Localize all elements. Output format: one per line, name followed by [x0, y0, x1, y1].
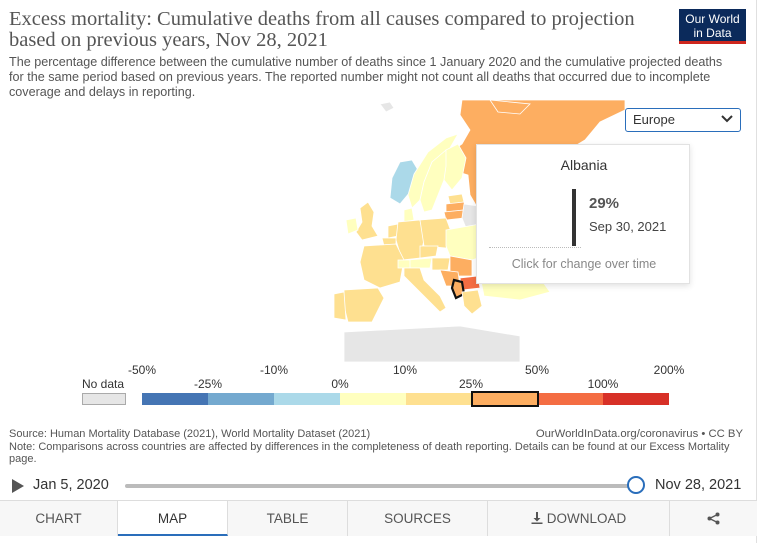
- owid-logo[interactable]: Our World in Data: [679, 9, 746, 44]
- country-spain[interactable]: [343, 287, 385, 323]
- legend-swatch[interactable]: [207, 393, 274, 405]
- chevron-down-icon: [721, 115, 733, 123]
- source-link[interactable]: OurWorldInData.org/coronavirus • CC BY: [535, 428, 743, 440]
- legend-label-bottom: 100%: [587, 377, 619, 391]
- legend-swatch[interactable]: [603, 393, 670, 405]
- legend-swatch[interactable]: [471, 393, 538, 405]
- source-note: Source: Human Mortality Database (2021),…: [9, 428, 744, 466]
- country-greece[interactable]: [461, 289, 483, 315]
- tooltip-country: Albania: [560, 157, 608, 173]
- tab-sources[interactable]: SOURCES: [348, 501, 488, 536]
- tab-download[interactable]: DOWNLOAD: [488, 501, 670, 536]
- legend-label-bottom: 25%: [458, 377, 484, 391]
- country-ireland[interactable]: [345, 217, 359, 235]
- timeline-start-date: Jan 5, 2020: [33, 477, 109, 493]
- note-line: Note: Comparisons across countries are a…: [9, 440, 730, 466]
- country-united-kingdom[interactable]: [355, 201, 379, 241]
- legend-swatch[interactable]: [339, 393, 406, 405]
- download-icon: [531, 512, 543, 524]
- region-north-africa: [343, 325, 521, 362]
- tab-map[interactable]: MAP: [118, 501, 228, 536]
- country-czechia[interactable]: [419, 245, 439, 259]
- tooltip-value: 29%: [589, 195, 620, 212]
- legend-swatch[interactable]: [142, 393, 208, 405]
- map-tooltip: Albania 29% Sep 30, 2021 Click for chang…: [476, 144, 690, 284]
- tooltip-separator: [489, 247, 581, 248]
- legend-label-top: 10%: [392, 363, 418, 377]
- country-albania[interactable]: [450, 278, 466, 300]
- country-denmark[interactable]: [403, 207, 415, 223]
- timeline-end-date: Nov 28, 2021: [655, 477, 742, 493]
- country-finland[interactable]: [443, 143, 467, 191]
- legend-label-top: 200%: [653, 363, 685, 377]
- country-romania[interactable]: [449, 255, 473, 277]
- legend-label-bottom: -25%: [193, 377, 223, 391]
- country-russia-north[interactable]: [489, 100, 531, 115]
- tab-download-label: DOWNLOAD: [546, 511, 627, 526]
- tooltip-hint: Click for change over time: [511, 257, 657, 271]
- chart-subtitle: The percentage difference between the cu…: [9, 55, 723, 99]
- share-button[interactable]: [670, 501, 757, 536]
- country-italy[interactable]: [403, 267, 447, 313]
- country-switzerland[interactable]: [397, 259, 411, 269]
- source-line: Source: Human Mortality Database (2021),…: [9, 428, 371, 440]
- tooltip-date: Sep 30, 2021: [589, 219, 667, 234]
- tab-table[interactable]: TABLE: [228, 501, 348, 536]
- logo-line-1: Our World: [685, 12, 740, 26]
- legend-label-top: 50%: [524, 363, 550, 377]
- region-select-value: Europe: [633, 112, 675, 127]
- chart-frame: Excess mortality: Cumulative deaths from…: [0, 0, 757, 543]
- logo-line-2: in Data: [693, 26, 732, 40]
- timeline-track[interactable]: [125, 484, 635, 488]
- legend-label-top: -10%: [259, 363, 289, 377]
- country-iceland[interactable]: [379, 101, 395, 113]
- legend-highlight: [471, 391, 539, 407]
- share-icon: [707, 512, 720, 525]
- legend-swatch[interactable]: [405, 393, 472, 405]
- legend-no-data-label: No data: [82, 377, 125, 391]
- country-lithuania[interactable]: [443, 209, 465, 221]
- color-legend: No data -50% -10% 10% 50% 200% -25% 0% 2…: [0, 360, 757, 410]
- chart-title: Excess mortality: Cumulative deaths from…: [9, 8, 635, 51]
- play-icon[interactable]: [11, 478, 25, 494]
- country-hungary[interactable]: [431, 257, 451, 271]
- timeline-handle[interactable]: [627, 476, 645, 494]
- tab-chart[interactable]: CHART: [0, 501, 118, 536]
- timeline: Jan 5, 2020 Nov 28, 2021: [0, 473, 757, 499]
- legend-swatch[interactable]: [273, 393, 340, 405]
- legend-no-data-swatch[interactable]: [82, 393, 126, 405]
- country-portugal[interactable]: [333, 291, 347, 321]
- tooltip-indicator-bar: [572, 189, 576, 246]
- legend-swatch[interactable]: [537, 393, 604, 405]
- legend-label-top: -50%: [127, 363, 157, 377]
- tab-bar: CHART MAP TABLE SOURCES DOWNLOAD: [0, 500, 757, 536]
- country-france[interactable]: [359, 243, 405, 289]
- country-austria[interactable]: [407, 257, 433, 269]
- legend-label-bottom: 0%: [331, 377, 349, 391]
- region-select[interactable]: Europe: [625, 108, 741, 132]
